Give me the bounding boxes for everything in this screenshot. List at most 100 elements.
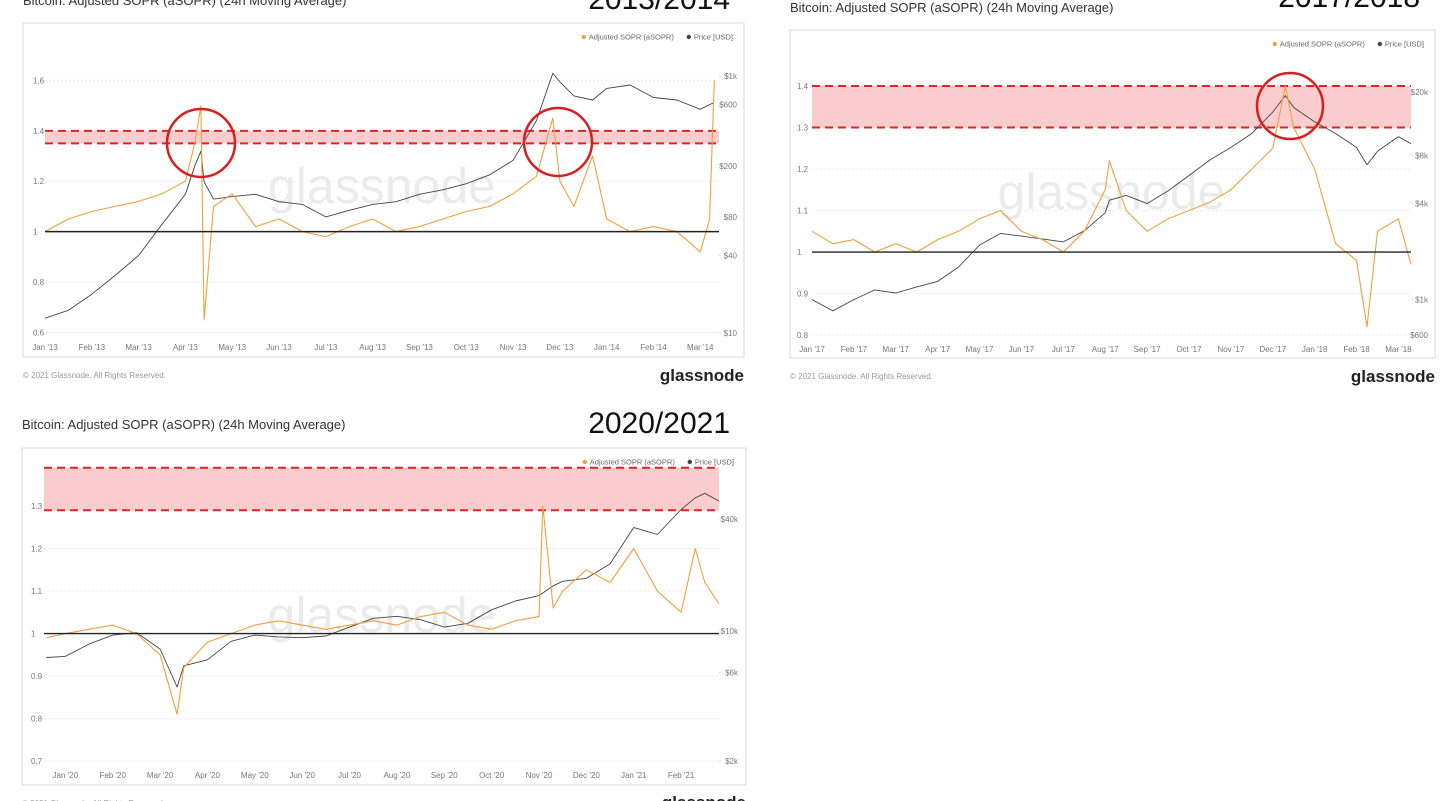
- y2-tick-label: $600: [1410, 331, 1428, 340]
- price-line: [811, 95, 1412, 312]
- x-tick-label: May '13: [218, 343, 246, 352]
- x-tick-label: Dec '13: [546, 343, 573, 352]
- x-tick-label: Feb '13: [79, 343, 106, 352]
- x-tick-label: Nov '20: [526, 771, 553, 780]
- y-tick-label: 0.6: [33, 328, 45, 337]
- x-tick-label: Sep '17: [1134, 345, 1161, 354]
- legend-label: Price [USD]: [1385, 40, 1424, 49]
- y-tick-label: 1: [33, 228, 38, 237]
- x-tick-label: Oct '17: [1176, 345, 1202, 354]
- x-tick-label: Mar '17: [883, 345, 910, 354]
- panel-frame: [22, 22, 745, 358]
- y2-tick-label: $1k: [724, 72, 738, 81]
- y2-tick-label: $20k: [1411, 88, 1429, 97]
- legend-label: Adjusted SOPR (aSOPR): [589, 33, 675, 42]
- x-tick-label: Mar '20: [147, 771, 174, 780]
- highlight-circle: [1255, 71, 1325, 141]
- y-tick-label: 1.3: [31, 502, 43, 511]
- x-tick-label: Dec '20: [573, 771, 600, 780]
- period-label: 2017/2018: [1278, 0, 1420, 14]
- chart-title: Bitcoin: Adjusted SOPR (aSOPR) (24h Movi…: [790, 0, 1113, 15]
- chart-panel: Bitcoin: Adjusted SOPR (aSOPR) (24h Movi…: [789, 0, 1436, 386]
- y-tick-label: 1.1: [797, 207, 809, 216]
- x-tick-label: Jan '20: [53, 771, 79, 780]
- x-tick-label: Feb '20: [99, 771, 126, 780]
- footer: © 2021 Glassnode. All Rights Reserved.: [23, 371, 166, 380]
- x-tick-label: Jul '20: [338, 771, 361, 780]
- x-tick-label: Jun '13: [266, 343, 292, 352]
- y-tick-label: 1.1: [31, 587, 43, 596]
- logo: glassnode: [660, 366, 744, 385]
- x-tick-label: Aug '20: [383, 771, 410, 780]
- y2-tick-label: $1k: [1415, 296, 1429, 305]
- panel-frame: [789, 29, 1436, 359]
- y-tick-label: 1: [797, 248, 802, 257]
- y2-tick-label: $80: [724, 213, 738, 222]
- y-tick-label: 1.6: [33, 76, 45, 85]
- y-tick-label: 0.8: [797, 331, 809, 340]
- x-tick-label: Jan '13: [32, 343, 58, 352]
- y2-tick-label: $40: [724, 252, 738, 261]
- legend-swatch: [582, 459, 587, 465]
- x-tick-label: Mar '13: [125, 343, 152, 352]
- x-tick-label: Apr '20: [195, 771, 221, 780]
- y-tick-label: 1.2: [797, 165, 809, 174]
- threshold-band: [45, 130, 719, 144]
- y2-tick-label: $40k: [721, 515, 739, 524]
- price-line: [46, 492, 720, 688]
- x-tick-label: May '20: [241, 771, 269, 780]
- y-tick-label: 0.8: [33, 278, 45, 287]
- x-tick-label: Oct '13: [454, 343, 480, 352]
- chart-panel: Bitcoin: Adjusted SOPR (aSOPR) (24h Movi…: [22, 0, 745, 385]
- x-tick-label: Jan '17: [799, 345, 825, 354]
- logo: glassnode: [1351, 367, 1435, 386]
- x-tick-label: Aug '17: [1092, 345, 1119, 354]
- highlight-circle: [522, 106, 594, 178]
- legend-label: Adjusted SOPR (aSOPR): [590, 458, 676, 467]
- y2-tick-label: $600: [719, 100, 737, 109]
- x-tick-label: Apr '13: [173, 343, 199, 352]
- legend-swatch: [581, 34, 586, 40]
- y2-tick-label: $10k: [721, 627, 739, 636]
- x-tick-label: Sep '13: [406, 343, 433, 352]
- y-tick-label: 0.9: [31, 672, 43, 681]
- y-tick-label: 1.2: [33, 177, 45, 186]
- period-label: 2020/2021: [588, 407, 730, 440]
- logo: glassnode: [662, 793, 746, 801]
- legend-label: Price [USD]: [694, 33, 733, 42]
- threshold-band: [812, 85, 1411, 128]
- watermark: glassnode: [268, 587, 496, 643]
- x-tick-label: Aug '13: [359, 343, 386, 352]
- price-line: [44, 72, 715, 319]
- x-tick-label: Jun '17: [1009, 345, 1035, 354]
- y2-tick-label: $4k: [1415, 200, 1429, 209]
- x-tick-label: Jun '20: [289, 771, 315, 780]
- y-tick-label: 0.8: [31, 715, 43, 724]
- x-tick-label: Mar '18: [1385, 345, 1412, 354]
- footer: © 2021 Glassnode. All Rights Reserved.: [22, 799, 165, 801]
- x-tick-label: Jan '18: [1302, 345, 1328, 354]
- x-tick-label: Oct '20: [479, 771, 505, 780]
- x-tick-label: Feb '21: [668, 771, 695, 780]
- y-tick-label: 0.7: [31, 757, 43, 766]
- x-tick-label: Feb '18: [1343, 345, 1370, 354]
- y2-tick-label: $10: [724, 329, 738, 338]
- period-label: 2013/2014: [588, 0, 730, 16]
- x-tick-label: Jul '17: [1052, 345, 1075, 354]
- x-tick-label: May '17: [966, 345, 994, 354]
- y-tick-label: 1.3: [797, 123, 809, 132]
- y2-tick-label: $6k: [725, 668, 739, 677]
- x-tick-label: Mar '14: [687, 343, 714, 352]
- legend-swatch: [1272, 41, 1277, 47]
- watermark: glassnode: [268, 158, 496, 214]
- legend-swatch: [686, 34, 692, 40]
- asopr-line: [811, 85, 1412, 328]
- x-tick-label: Dec '17: [1259, 345, 1286, 354]
- x-tick-label: Feb '17: [841, 345, 868, 354]
- chart-title: Bitcoin: Adjusted SOPR (aSOPR) (24h Movi…: [23, 0, 346, 8]
- x-tick-label: Nov '13: [500, 343, 527, 352]
- x-tick-label: Jul '13: [314, 343, 337, 352]
- y2-tick-label: $8k: [1415, 152, 1429, 161]
